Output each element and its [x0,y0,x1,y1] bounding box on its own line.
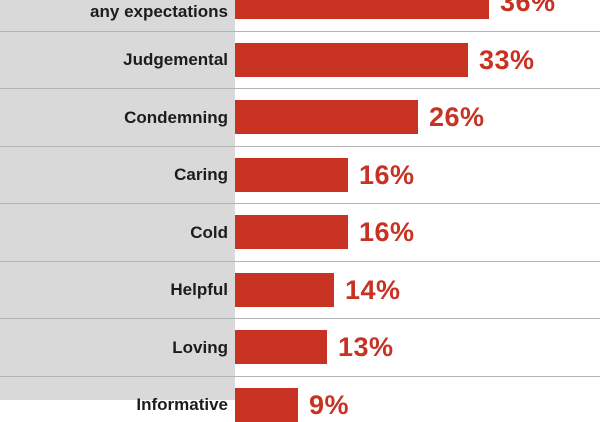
bar [235,100,418,134]
category-label: Condemning [124,108,228,127]
category-label: Caring [174,165,228,184]
row-divider [0,88,600,89]
bar [235,388,298,422]
category-label: Loving [172,338,228,357]
category-label: Helpful [170,280,228,299]
category-label: Judgemental [123,50,228,69]
value-label: 36% [500,0,556,17]
bar [235,158,348,192]
bar [235,0,489,19]
category-label: reaction nor hadany expectations [90,0,228,21]
value-label: 16% [359,160,415,190]
value-label: 14% [345,275,401,305]
category-label: Informative [136,395,228,414]
category-label: Cold [190,223,228,242]
row-divider [0,318,600,319]
row-divider [0,376,600,377]
row-divider [0,203,600,204]
value-label: 9% [309,390,350,420]
value-label: 16% [359,217,415,247]
bar [235,215,348,249]
bar [235,43,468,77]
value-label: 33% [479,45,535,75]
row-divider [0,31,600,32]
value-label: 13% [338,332,394,362]
bar [235,330,327,364]
bar [235,273,334,307]
category-label-panel [0,0,235,400]
row-divider [0,261,600,262]
value-label: 26% [429,102,485,132]
row-divider [0,146,600,147]
